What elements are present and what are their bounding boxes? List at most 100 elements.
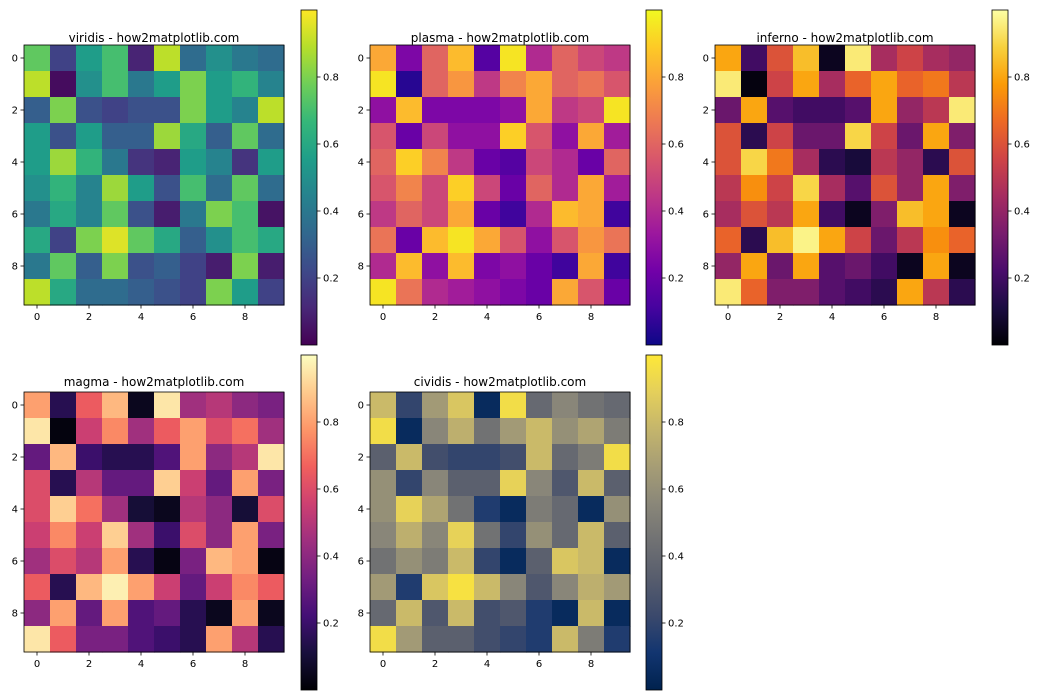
heatmap-cell xyxy=(526,600,553,627)
heatmap-cell xyxy=(604,279,631,306)
heatmap-cell xyxy=(923,123,950,150)
colorbar-tick-label: 0.2 xyxy=(323,619,339,630)
heatmap-cell xyxy=(370,227,397,254)
heatmap-cell xyxy=(578,418,605,445)
heatmap-cell xyxy=(50,279,77,306)
heatmap-cell xyxy=(206,123,233,150)
heatmap-cell xyxy=(24,418,51,445)
heatmap-cell xyxy=(448,253,475,280)
heatmap-cell xyxy=(767,71,794,98)
heatmap-cell xyxy=(24,279,51,306)
heatmap-cell xyxy=(258,600,285,627)
heatmap-cell xyxy=(949,201,976,228)
heatmap-cell xyxy=(923,175,950,202)
x-tick-label: 4 xyxy=(829,312,835,323)
heatmap-cell xyxy=(897,45,924,72)
heatmap-cell xyxy=(767,279,794,306)
colorbar-tick-label: 0.6 xyxy=(323,140,339,151)
heatmap-cell xyxy=(793,175,820,202)
heatmap-cell xyxy=(474,470,501,497)
heatmap-cell xyxy=(578,123,605,150)
heatmap-cell xyxy=(448,600,475,627)
heatmap-cell xyxy=(500,626,527,653)
heatmap-cell xyxy=(154,496,181,523)
heatmap-cell xyxy=(102,227,129,254)
heatmap-cell xyxy=(767,45,794,72)
heatmap-cell xyxy=(422,626,449,653)
x-tick-label: 6 xyxy=(190,312,196,323)
axes-frame xyxy=(369,44,631,306)
heatmap-cell xyxy=(526,522,553,549)
heatmap-cell xyxy=(500,97,527,124)
y-tick-label: 6 xyxy=(12,557,18,568)
heatmap-cell xyxy=(50,496,77,523)
heatmap-cell xyxy=(24,548,51,575)
heatmap-cell xyxy=(552,45,579,72)
heatmap-cell xyxy=(741,45,768,72)
heatmap-cell xyxy=(949,123,976,150)
heatmap-cell xyxy=(552,626,579,653)
heatmap-cell xyxy=(448,626,475,653)
heatmap-cell xyxy=(50,548,77,575)
colorbar-tick-label: 0.8 xyxy=(323,73,339,84)
heatmap-cell xyxy=(526,574,553,601)
heatmap-cell xyxy=(206,71,233,98)
heatmap-cell xyxy=(526,253,553,280)
x-tick-label: 0 xyxy=(380,312,386,323)
heatmap-cell xyxy=(180,123,207,150)
colorbar-tick-label: 0.4 xyxy=(668,207,684,218)
x-tick-label: 0 xyxy=(34,312,40,323)
heatmap-cell xyxy=(422,227,449,254)
heatmap-cell xyxy=(232,496,259,523)
heatmap-cell xyxy=(102,522,129,549)
heatmap-cell xyxy=(741,175,768,202)
heatmap-cell xyxy=(500,600,527,627)
heatmap-cell xyxy=(715,279,742,306)
heatmap-cell xyxy=(793,123,820,150)
heatmap-cell xyxy=(793,71,820,98)
heatmap-cell xyxy=(128,175,155,202)
heatmap-cell xyxy=(474,201,501,228)
heatmap-cell xyxy=(500,149,527,176)
heatmap-cell xyxy=(422,600,449,627)
heatmap-cell xyxy=(474,392,501,419)
heatmap-cell xyxy=(24,71,51,98)
heatmap-cell xyxy=(448,71,475,98)
heatmap-cell xyxy=(258,71,285,98)
heatmap-cell xyxy=(24,201,51,228)
heatmap-cell xyxy=(604,626,631,653)
heatmap-cell xyxy=(232,418,259,445)
heatmap-cell xyxy=(180,522,207,549)
heatmap-cell xyxy=(474,522,501,549)
heatmap-cell xyxy=(76,97,103,124)
heatmap-cell xyxy=(422,71,449,98)
heatmap-cell xyxy=(767,227,794,254)
y-tick-label: 4 xyxy=(358,505,364,516)
heatmap-cell xyxy=(715,149,742,176)
colorbar-tick-label: 0.4 xyxy=(323,207,339,218)
heatmap-cell xyxy=(396,470,423,497)
x-tick-label: 4 xyxy=(484,659,490,670)
axes-frame xyxy=(369,391,631,653)
heatmap-cell xyxy=(793,45,820,72)
heatmap-cell xyxy=(526,496,553,523)
heatmap-cell xyxy=(793,201,820,228)
heatmap-cell xyxy=(24,392,51,419)
y-tick-label: 2 xyxy=(358,453,364,464)
heatmap-cell xyxy=(923,97,950,124)
heatmap-cell xyxy=(206,418,233,445)
heatmap-cell xyxy=(604,444,631,471)
heatmap-cell xyxy=(767,175,794,202)
colorbar-tick-label: 0.2 xyxy=(1014,274,1030,285)
heatmap-cell xyxy=(767,149,794,176)
heatmap-cell xyxy=(526,97,553,124)
heatmap-cell xyxy=(422,123,449,150)
heatmap-cell xyxy=(128,574,155,601)
heatmap-cell xyxy=(526,201,553,228)
heatmap-panel-cividis: cividis - how2matplotlib.com 0 2 4 6 8 0 2 4 6 8 0… xyxy=(358,354,684,691)
heatmap-cell xyxy=(128,149,155,176)
heatmap-cell xyxy=(206,574,233,601)
heatmap-cell xyxy=(102,45,129,72)
heatmap-cell xyxy=(578,201,605,228)
heatmap-cell xyxy=(741,227,768,254)
